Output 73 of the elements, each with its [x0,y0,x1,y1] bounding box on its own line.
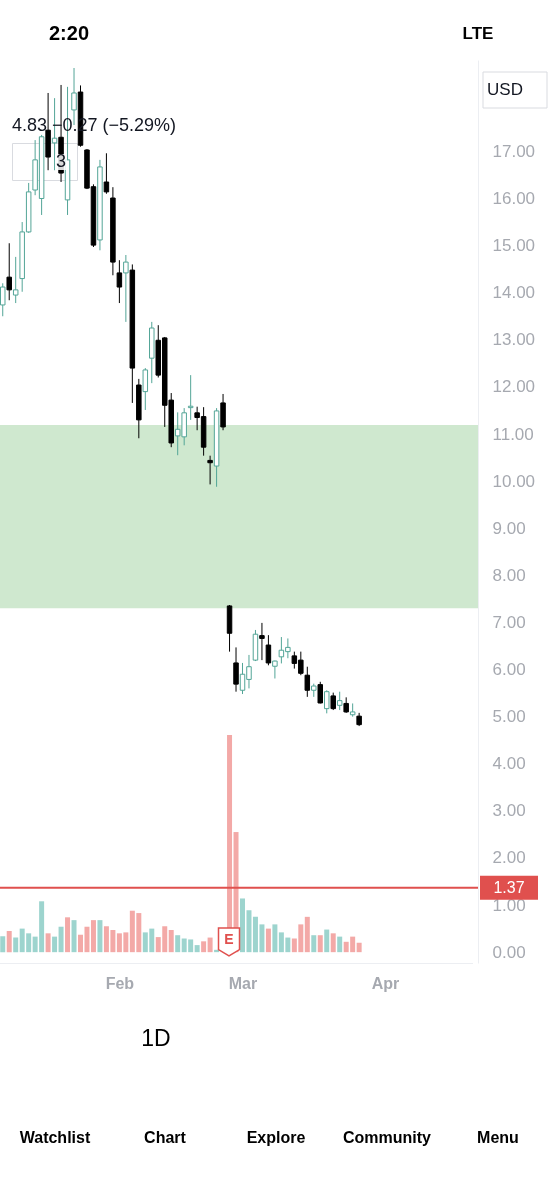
x-tick-label: Mar [228,974,258,992]
y-tick-label: 1.00 [492,895,526,915]
candlestick [233,646,239,693]
bar [71,920,77,953]
bar [65,917,71,953]
candlestick [265,634,272,666]
text: Chart [144,1129,187,1146]
bar [13,937,19,953]
text: 2:20 [48,22,90,44]
y-tick-label: 11.00 [492,424,534,444]
y-tick-label: 16.00 [492,188,536,208]
y-tick-label: 2.00 [492,848,526,868]
y-tick-label: 14.00 [492,283,536,303]
y-tick-label: 7.00 [492,612,526,632]
bar [265,928,271,953]
bar [317,935,323,953]
y-tick-label: 0.00 [492,942,526,962]
y-tick-label: 13.00 [492,330,536,350]
candlestick [123,254,129,323]
candlestick [323,689,330,714]
bar [337,936,343,953]
candlestick [103,152,110,195]
bar [324,929,330,953]
candlestick [6,242,12,301]
y-tick-label: 15.00 [492,236,536,256]
candlestick [317,681,324,704]
bar [6,930,12,953]
text: Community [343,1129,432,1146]
text: 1D [141,1025,171,1051]
bar [194,945,200,953]
y-tick-label: 17.00 [492,141,536,161]
bar [0,936,6,953]
bar [97,920,103,953]
y-tick-label: 12.00 [492,377,536,397]
bar [175,935,181,953]
candlestick [142,367,149,411]
annotation: E [224,931,234,947]
y-tick-label: 5.00 [492,707,526,727]
annotation: 3 [55,151,67,171]
x-tick-label: Feb [105,974,135,992]
candlestick [304,666,311,698]
y-tick-label: 4.00 [492,754,526,774]
y-tick-label: 6.00 [492,660,526,680]
y-tick-label: 8.00 [492,565,526,585]
candlestick [259,622,265,661]
bar [90,920,96,953]
candlestick [207,455,213,485]
bar [311,935,317,953]
bar [52,936,58,953]
bar [201,941,207,953]
bar [58,926,64,953]
text: Menu [477,1129,519,1146]
text: LTE [462,24,494,43]
candlestick [336,691,343,711]
bar [272,924,278,953]
candlestick [116,259,123,304]
y-tick-label: 3.00 [492,801,526,821]
text: USD [487,80,523,99]
bar [356,942,362,953]
ref-line-label: 1.37 [493,878,525,896]
y-tick-label: 9.00 [492,518,526,538]
candlestick [12,256,19,304]
candlestick [272,660,278,679]
text: Explore [246,1129,306,1146]
bar [207,937,213,953]
y-tick-label: 10.00 [492,471,536,491]
bar [330,933,336,953]
x-tick-label: Apr [371,974,400,992]
bar [45,933,51,953]
bar [168,930,174,953]
text: Watchlist [19,1129,91,1146]
candlestick [187,374,194,421]
bar [304,916,310,953]
